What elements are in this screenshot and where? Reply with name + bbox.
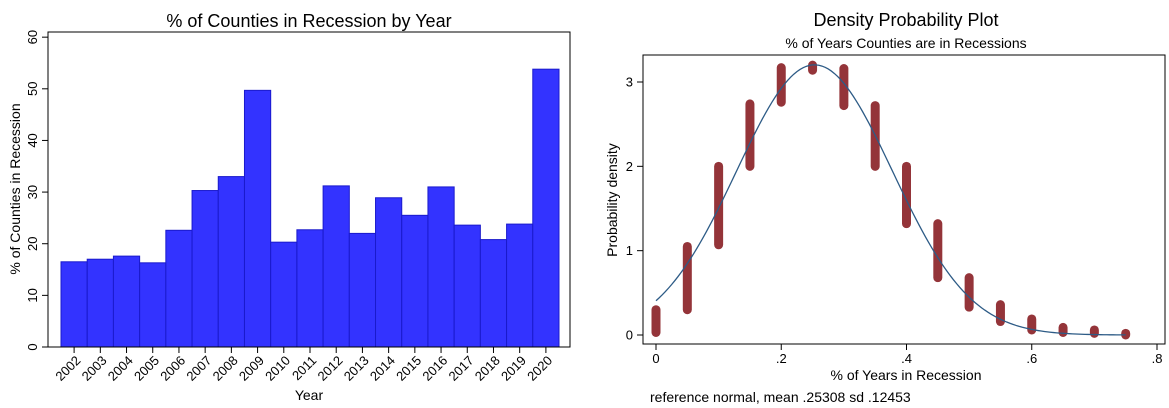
bar-x-tick-label: 2014 [367, 353, 398, 384]
bar-2018 [479, 239, 508, 348]
bar-x-tick-label: 2012 [314, 353, 345, 384]
bar-x-tick-label: 2020 [524, 353, 555, 384]
bar-2004 [112, 255, 141, 348]
bar-2010 [270, 241, 298, 348]
bar-x-axis-label: Year [295, 387, 324, 403]
bar-y-axis: 0 10 20 30 40 50 60 [25, 30, 48, 351]
density-x-axis-label: % of Years in Recession [831, 367, 982, 383]
bar-y-tick-label: 30 [25, 185, 40, 199]
bar-2019 [506, 223, 534, 348]
bar-y-tick-label: 60 [25, 30, 40, 44]
bar-y-tick-label: 40 [25, 133, 40, 147]
bar-2009 [243, 89, 272, 348]
density-note: reference normal, mean .25308 sd .12453 [650, 389, 911, 405]
bar-2013 [348, 232, 377, 348]
density-y-axis-label: Probability density [604, 143, 620, 257]
bar-x-tick-label: 2008 [210, 353, 241, 384]
bar-2017 [453, 224, 481, 348]
bar-x-tick-label: 2005 [131, 353, 162, 384]
bar-y-tick-label: 50 [25, 82, 40, 96]
bar-2020 [532, 68, 560, 348]
bar-x-tick-label: 2009 [236, 353, 267, 384]
density-x-axis: 0 .2 .4 .6 .8 [652, 344, 1162, 366]
bar-y-axis-label: % of Counties in Recession [7, 103, 23, 274]
density-plot-frame [642, 54, 1166, 345]
density-x-tick-label: 0 [652, 351, 659, 366]
bar-2014 [375, 197, 403, 348]
bar-2016 [427, 186, 455, 348]
bar-chart-title: % of Counties in Recession by Year [166, 11, 451, 31]
bar-2008 [217, 176, 245, 348]
bar-x-tick-label: 2006 [157, 353, 188, 384]
bar-x-tick-label: 2016 [419, 353, 450, 384]
density-y-tick-label: 1 [626, 243, 633, 258]
bar-x-axis: 2002200320042005200620072008200920102011… [52, 347, 555, 384]
bar-y-tick-label: 20 [25, 236, 40, 250]
bar-y-tick-label: 10 [25, 288, 40, 302]
bar-x-tick-label: 2007 [183, 353, 214, 384]
bar-2006 [165, 229, 193, 348]
bar-2011 [296, 229, 324, 348]
bar-x-tick-label: 2013 [341, 353, 372, 384]
bar-plot-frame [47, 31, 571, 348]
density-chart: Density Probability Plot % of Years Coun… [604, 10, 1166, 405]
bar-y-tick-label: 0 [25, 343, 40, 350]
density-series [651, 60, 1131, 340]
bar-x-tick-label: 2015 [393, 353, 424, 384]
bar-2002 [60, 261, 88, 348]
density-x-tick-label: .2 [776, 351, 787, 366]
bar-x-tick-label: 2010 [262, 353, 293, 384]
density-chart-title: Density Probability Plot [813, 10, 998, 30]
bar-x-tick-label: 2002 [52, 353, 83, 384]
density-y-tick-label: 2 [626, 159, 633, 174]
density-chart-subtitle: % of Years Counties are in Recessions [785, 35, 1026, 51]
density-x-tick-label: .8 [1152, 351, 1163, 366]
bar-series [60, 68, 560, 348]
bar-2012 [322, 185, 350, 348]
density-x-tick-label: .4 [901, 351, 912, 366]
bar-x-tick-label: 2017 [446, 353, 477, 384]
bar-x-tick-label: 2003 [79, 353, 110, 384]
bar-2003 [86, 258, 114, 348]
bar-x-tick-label: 2018 [472, 353, 503, 384]
bar-2005 [139, 262, 167, 348]
density-y-tick-label: 3 [626, 75, 633, 90]
density-y-axis: 0 1 2 3 [626, 75, 643, 343]
bar-x-tick-label: 2011 [289, 353, 319, 383]
density-x-tick-label: .6 [1026, 351, 1037, 366]
bar-2015 [401, 214, 429, 348]
bar-x-tick-label: 2004 [105, 353, 136, 384]
bar-x-tick-label: 2019 [498, 353, 529, 384]
bar-chart: % of Counties in Recession by Year 0 10 20… [7, 11, 571, 403]
reference-normal-curve [655, 64, 1126, 336]
bar-2007 [191, 190, 219, 348]
density-y-tick-label: 0 [626, 328, 633, 343]
